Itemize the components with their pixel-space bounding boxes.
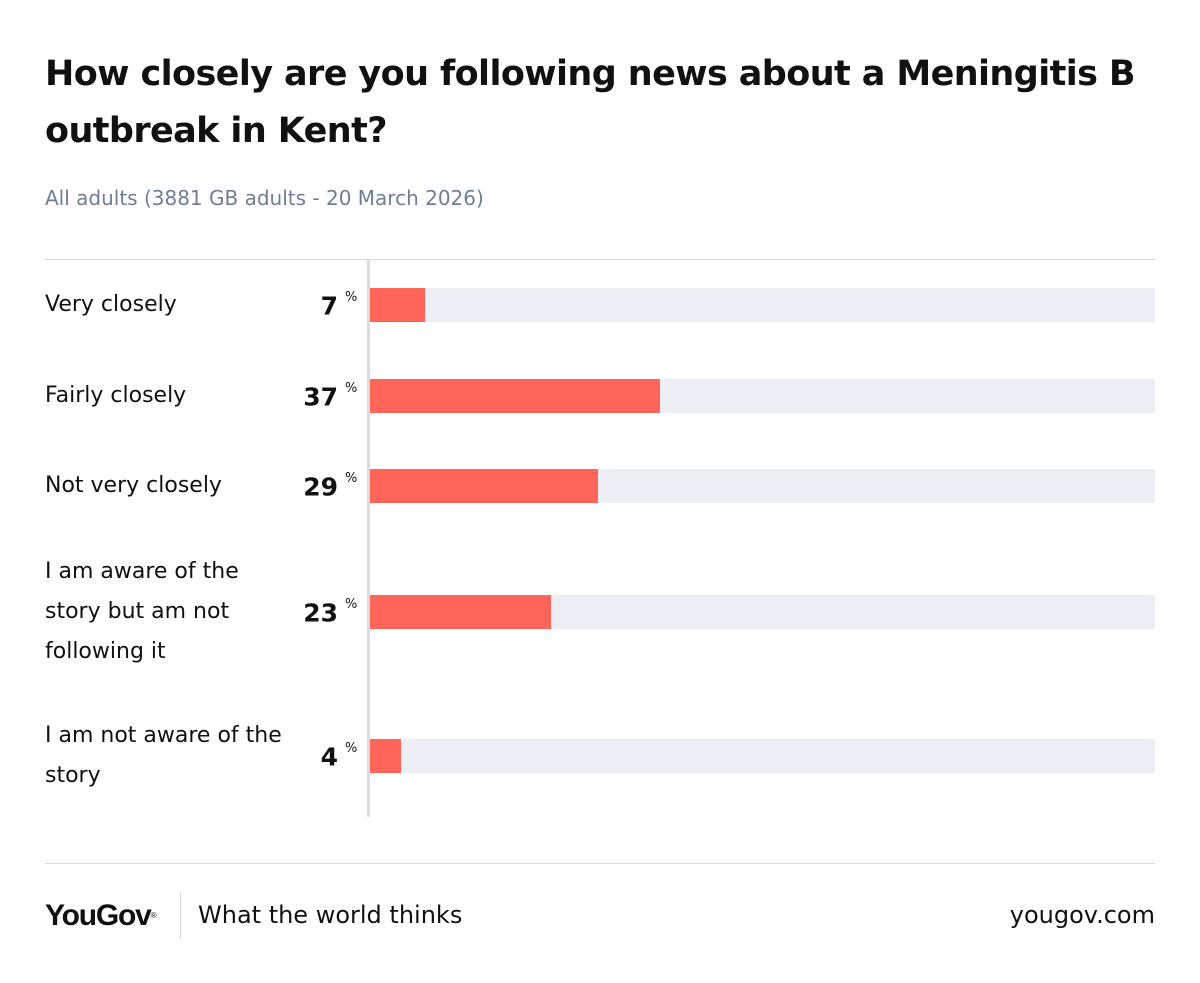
yougov-logo: YouGov®: [45, 898, 157, 934]
bar: [370, 288, 425, 322]
registered-mark: ®: [150, 911, 157, 920]
percent-sign: %: [345, 471, 358, 486]
data-label: 7: [320, 291, 338, 321]
data-label: 29: [303, 472, 338, 502]
category-label: Not very closely: [45, 473, 222, 498]
chart-axis-line: [367, 259, 370, 817]
category-label: I am not aware of the story: [45, 723, 282, 788]
bar-track: [370, 379, 1155, 413]
bar-track: [370, 469, 1155, 503]
footer-separator: [180, 893, 181, 938]
category-label: I am aware of the story but am not follo…: [45, 559, 239, 664]
bar-track: [370, 739, 1155, 773]
data-label: 37: [303, 382, 338, 412]
chart-subtitle: All adults (3881 GB adults - 20 March 20…: [45, 186, 484, 210]
chart-title: How closely are you following news about…: [45, 54, 1136, 151]
category-label: Very closely: [45, 292, 177, 317]
bar-track: [370, 595, 1155, 629]
bar: [370, 595, 551, 629]
category-label: Fairly closely: [45, 383, 187, 408]
data-label: 4: [320, 742, 338, 772]
percent-sign: %: [345, 290, 358, 305]
bar: [370, 469, 598, 503]
yougov-logo-text: YouGov: [45, 899, 152, 932]
data-label: 23: [303, 598, 338, 628]
bar: [370, 739, 401, 773]
percent-sign: %: [345, 597, 358, 612]
footer-tagline: What the world thinks: [198, 901, 463, 929]
bar-track: [370, 288, 1155, 322]
top-divider: [45, 259, 1155, 260]
percent-sign: %: [345, 741, 358, 756]
percent-sign: %: [345, 381, 358, 396]
bottom-divider: [45, 863, 1155, 864]
footer-site-link[interactable]: yougov.com: [1009, 901, 1155, 929]
bar: [370, 379, 660, 413]
